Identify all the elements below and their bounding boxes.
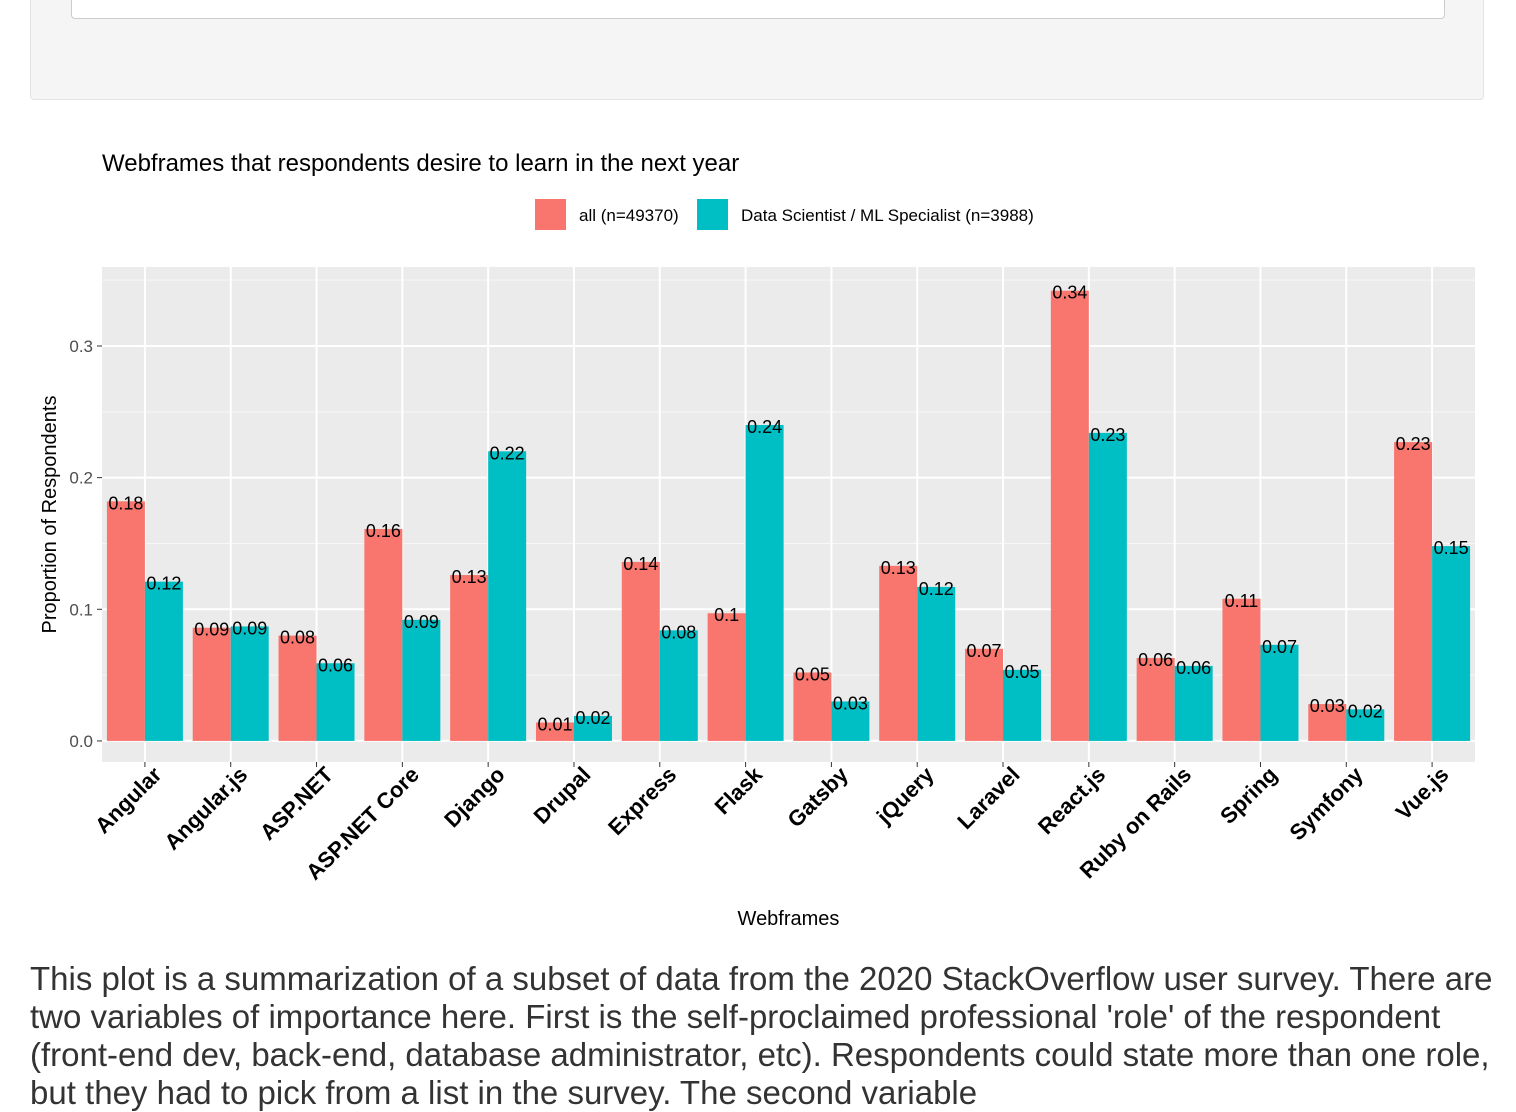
bar-data-scientist	[316, 663, 355, 741]
data-label: 0.34	[1052, 283, 1087, 303]
data-label: 0.18	[108, 493, 143, 513]
data-label: 0.24	[747, 417, 782, 437]
bar-all	[278, 635, 317, 741]
data-label: 0.15	[1434, 538, 1469, 558]
data-label: 0.23	[1090, 425, 1125, 445]
data-label: 0.23	[1396, 434, 1431, 454]
bar-all	[1136, 657, 1175, 741]
bar-all	[621, 561, 660, 741]
x-tick-label: Vue.js	[1391, 762, 1454, 825]
x-tick-label: Express	[603, 762, 681, 840]
plot-description: This plot is a summarization of a subset…	[30, 960, 1493, 1111]
bar-chart: Webframes that respondents desire to lea…	[39, 150, 1475, 930]
bar-all	[450, 575, 489, 741]
data-label: 0.03	[833, 693, 868, 713]
data-label: 0.13	[881, 558, 916, 578]
x-tick-label: jQuery	[871, 761, 939, 829]
bar-all	[1394, 442, 1433, 741]
data-label: 0.05	[1005, 662, 1040, 682]
x-tick-label: Symfony	[1284, 761, 1368, 845]
data-label: 0.02	[1348, 701, 1383, 721]
data-label: 0.09	[404, 612, 439, 632]
data-label: 0.06	[318, 655, 353, 675]
legend-label: all (n=49370)	[579, 206, 679, 225]
x-tick-label: Angular	[90, 762, 167, 839]
x-axis-title: Webframes	[738, 908, 840, 930]
data-label: 0.09	[194, 620, 229, 640]
data-label: 0.07	[1262, 637, 1297, 657]
bar-all	[364, 528, 403, 741]
bar-all	[1222, 598, 1261, 741]
bar-all	[1050, 290, 1089, 741]
y-tick-label: 0.3	[69, 337, 93, 356]
data-label: 0.22	[490, 443, 525, 463]
bar-all	[192, 627, 231, 741]
y-tick-label: 0.0	[69, 732, 93, 751]
data-label: 0.09	[232, 618, 267, 638]
data-label: 0.06	[1176, 658, 1211, 678]
data-label: 0.13	[452, 567, 487, 587]
bar-data-scientist	[1088, 432, 1127, 741]
bar-all	[793, 672, 832, 741]
x-tick-label: Laravel	[952, 762, 1024, 834]
bar-all	[535, 722, 574, 741]
y-tick-label: 0.2	[69, 469, 93, 488]
legend-swatch	[535, 199, 566, 230]
bar-data-scientist	[488, 451, 527, 741]
bar-data-scientist	[831, 701, 870, 741]
chart-title: Webframes that respondents desire to lea…	[102, 150, 739, 177]
data-label: 0.12	[146, 574, 181, 594]
bar-all	[106, 501, 145, 741]
bar-data-scientist	[745, 424, 784, 741]
bar-data-scientist	[1346, 709, 1385, 741]
data-label: 0.03	[1310, 696, 1345, 716]
x-tick-label: Drupal	[529, 762, 596, 829]
x-tick-label: React.js	[1033, 762, 1110, 839]
bar-data-scientist	[230, 626, 269, 741]
bar-data-scientist	[1432, 546, 1471, 741]
data-label: 0.05	[795, 664, 830, 684]
x-tick-label: Flask	[710, 761, 768, 819]
legend-swatch	[697, 199, 728, 230]
x-tick-label: Spring	[1215, 762, 1282, 829]
bar-data-scientist	[917, 586, 956, 741]
bar-data-scientist	[1003, 669, 1042, 741]
data-label: 0.01	[537, 715, 572, 735]
y-axis-title: Proportion of Respondents	[39, 396, 61, 634]
bar-all	[707, 613, 746, 741]
data-label: 0.07	[967, 641, 1002, 661]
data-label: 0.11	[1225, 591, 1259, 611]
role-select[interactable]: p	[71, 0, 1445, 19]
data-label: 0.16	[366, 521, 401, 541]
data-label: 0.08	[280, 628, 315, 648]
data-label: 0.02	[575, 708, 610, 728]
data-label: 0.06	[1138, 650, 1173, 670]
bar-all	[879, 565, 918, 741]
bar-all	[1308, 704, 1347, 741]
data-label: 0.12	[919, 579, 954, 599]
input-panel: p	[30, 0, 1484, 100]
bar-data-scientist	[402, 619, 441, 741]
bar-data-scientist	[573, 715, 612, 741]
data-label: 0.1	[714, 605, 739, 625]
x-tick-label: Django	[439, 762, 509, 832]
bar-data-scientist	[659, 630, 698, 741]
bar-data-scientist	[1174, 665, 1213, 741]
x-tick-label: ASP.NET	[255, 761, 338, 844]
x-tick-label: Gatsby	[783, 761, 854, 832]
legend-label: Data Scientist / ML Specialist (n=3988)	[741, 206, 1034, 225]
bar-all	[965, 648, 1004, 741]
data-label: 0.08	[661, 622, 696, 642]
bar-data-scientist	[144, 581, 183, 741]
data-label: 0.14	[623, 554, 658, 574]
x-tick-label: Angular.js	[159, 762, 252, 855]
bar-data-scientist	[1260, 644, 1299, 741]
y-tick-label: 0.1	[69, 600, 93, 619]
